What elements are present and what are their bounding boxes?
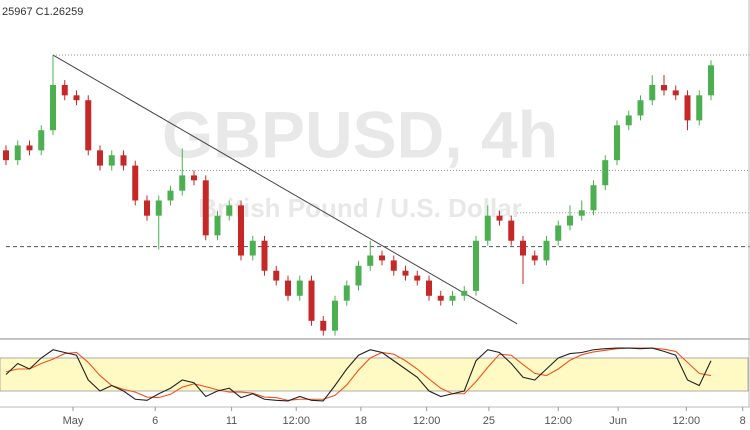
candle-body (238, 205, 244, 256)
x-tick-label: 12:00 (673, 415, 701, 427)
stoch-band (0, 357, 749, 392)
x-tick-label: 25 (483, 415, 495, 427)
candle-body (531, 255, 538, 261)
x-tick-label: 8 (740, 415, 746, 427)
candle-body (332, 300, 338, 331)
x-tick-label: 6 (152, 415, 158, 427)
candle-body (249, 240, 256, 256)
candle-body (214, 215, 221, 236)
watermark-sub: British Pound / U.S. Dollar (198, 193, 522, 223)
x-tick-label: Jun (609, 415, 627, 427)
candle-body (61, 85, 68, 96)
candle-body (708, 65, 714, 96)
candle-body (296, 280, 303, 296)
candle-body (73, 95, 80, 101)
candle-body (285, 280, 291, 296)
stoch-d (5, 347, 712, 401)
candle-body (414, 275, 421, 281)
candle-body (261, 240, 268, 271)
candle-body (226, 205, 233, 216)
candle-body (167, 190, 174, 201)
candle-body (320, 320, 327, 331)
x-tick-label: 18 (355, 415, 367, 427)
candle-body (191, 175, 197, 181)
candle-body (202, 180, 209, 236)
stoch-k (5, 347, 712, 402)
candle-body (567, 215, 573, 226)
candle-body (484, 215, 491, 241)
candle-body (3, 150, 9, 161)
candle-body (85, 100, 92, 151)
candle-body (602, 160, 609, 186)
candle-body (120, 155, 127, 166)
ohlc-header: 25967 C1.26259 (2, 6, 83, 18)
candle-body (661, 85, 667, 91)
candle-body (308, 280, 315, 321)
candle-body (38, 130, 45, 151)
candle-body (367, 255, 374, 266)
candle-body (543, 240, 550, 261)
candle-body (426, 280, 432, 296)
candle-body (590, 185, 597, 211)
candle-body (625, 115, 632, 126)
candle-body (496, 215, 503, 221)
candle-body (343, 285, 350, 301)
candle-body (520, 240, 526, 256)
x-tick-label: 12:00 (282, 415, 310, 427)
x-tick-label: 11 (226, 415, 237, 427)
candle-body (97, 150, 103, 166)
candle-body (473, 240, 479, 291)
x-tick-label: May (63, 415, 84, 427)
candle-body (649, 85, 656, 101)
candle-body (14, 145, 21, 161)
candle-body (637, 100, 644, 116)
candle-body (155, 200, 162, 216)
x-tick-label: 12:00 (413, 415, 441, 427)
candle-body (144, 200, 150, 216)
candle-body (508, 220, 515, 241)
candle-body (461, 290, 468, 296)
candle-body (449, 295, 456, 301)
candle-body (614, 125, 620, 161)
candle-body (696, 95, 703, 121)
candle-body (672, 90, 679, 96)
candle-body (355, 265, 362, 286)
watermark: GBPUSD, 4h (162, 97, 558, 171)
candle-body (437, 295, 444, 301)
trendline (52, 54, 518, 325)
candle-body (108, 155, 115, 166)
candle-body (179, 175, 186, 191)
x-tick-label: 12:00 (544, 415, 572, 427)
candle-body (379, 255, 385, 261)
candle-body (132, 165, 139, 201)
candle-body (684, 95, 691, 121)
candle-body (390, 260, 397, 271)
candle-body (273, 270, 280, 281)
candle-body (50, 85, 56, 131)
candle-body (578, 210, 585, 216)
candle-body (402, 270, 409, 276)
candle-body (555, 225, 562, 241)
candle-body (26, 145, 33, 151)
